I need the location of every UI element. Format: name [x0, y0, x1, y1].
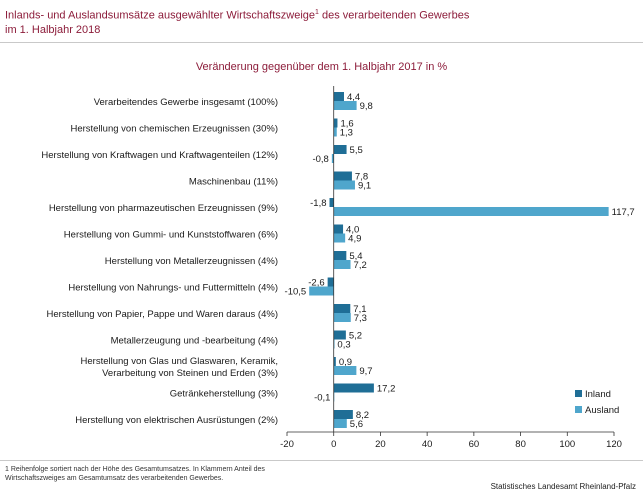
bar-inland [333, 145, 347, 154]
top-rule [0, 42, 643, 43]
data-label: 9,8 [360, 101, 373, 112]
data-label: 7,8 [355, 172, 368, 183]
legend-swatch-ausland [575, 406, 582, 413]
category-label: Herstellung von pharmazeutischen Erzeugn… [49, 203, 278, 214]
bar-ausland [333, 313, 351, 322]
category-label: Herstellung von Metallerzeugnissen (4%) [105, 256, 278, 267]
bar-inland [333, 330, 346, 340]
bar-inland [329, 198, 334, 207]
bar-ausland [333, 260, 351, 269]
chart-subtitle: Veränderung gegenüber dem 1. Halbjahr 20… [195, 61, 448, 73]
data-label: -2,6 [308, 278, 324, 289]
category-label: Getränkeherstellung (3%) [170, 389, 278, 400]
data-label: 0,9 [339, 357, 352, 368]
data-label: 117,7 [612, 207, 635, 218]
data-label: 7,3 [354, 313, 367, 324]
x-tick-label: 0 [331, 439, 336, 450]
bar-inland [333, 251, 347, 260]
data-label: 4,4 [347, 92, 360, 103]
title-line-2: im 1. Halbjahr 2018 [5, 23, 101, 36]
data-label: 7,2 [354, 260, 367, 271]
bar-ausland [333, 233, 346, 243]
bar-inland [333, 224, 344, 234]
category-label: Maschinenbau (11%) [189, 177, 278, 188]
legend-label-inland: Inland [585, 389, 611, 400]
data-label: 5,6 [350, 419, 363, 430]
data-label: -10,5 [285, 287, 307, 298]
legend-swatch-inland [575, 390, 582, 397]
data-label: 5,2 [349, 331, 362, 342]
bar-inland [333, 92, 344, 101]
data-label: 1,3 [340, 128, 353, 139]
bar-ausland [333, 366, 357, 375]
bar-inland [333, 357, 336, 366]
data-label: 5,5 [350, 145, 363, 156]
bar-ausland [333, 180, 355, 190]
data-label: 9,1 [358, 181, 371, 192]
category-label: Herstellung von chemischen Erzeugnissen … [70, 124, 278, 135]
bar-inland [333, 383, 374, 393]
data-label: 8,2 [356, 410, 369, 421]
source-credit: Statistisches Landesamt Rheinland-Pfalz [490, 482, 636, 491]
category-label: Herstellung von Glas und Glaswaren, Kera… [81, 356, 278, 367]
data-label: 4,9 [348, 234, 361, 245]
x-tick-label: 60 [469, 439, 480, 450]
category-label: Metallerzeugung und -bearbeitung (4%) [111, 336, 278, 347]
bar-inland [333, 118, 338, 128]
bar-inland [333, 410, 353, 419]
data-label: 4,0 [346, 225, 359, 236]
category-label: Herstellung von Kraftwagen und Kraftwage… [41, 150, 278, 161]
category-label: Verarbeitendes Gewerbe insgesamt (100%) [94, 97, 278, 108]
data-label: -0,1 [314, 393, 330, 404]
bar-inland [327, 277, 334, 287]
x-tick-label: -20 [280, 439, 294, 450]
x-tick-label: 80 [515, 439, 526, 450]
bar-inland [333, 171, 352, 181]
x-tick-label: 100 [559, 439, 575, 450]
data-label: -1,8 [310, 198, 326, 209]
category-label: Herstellung von elektrischen Ausrüstunge… [75, 415, 278, 426]
chart-title: Inlands- und Auslandsumsätze ausgewählte… [5, 6, 605, 37]
data-label: 7,1 [353, 304, 366, 315]
data-label: 0,3 [337, 340, 350, 351]
bar-ausland [333, 127, 337, 137]
data-label: 1,6 [340, 119, 353, 130]
bar-ausland [333, 419, 347, 428]
category-label: Verarbeitung von Steinen und Erden (3%) [102, 368, 278, 379]
bar-ausland [333, 101, 357, 110]
category-label: Herstellung von Gummi- und Kunststoffwar… [64, 230, 278, 241]
title-line-1: Inlands- und Auslandsumsätze ausgewählte… [5, 9, 315, 22]
bottom-rule [0, 460, 643, 461]
bar-ausland [331, 154, 334, 163]
title-line-1-end: des verarbeitenden Gewerbes [318, 9, 470, 22]
bar-ausland [309, 286, 334, 296]
bar-inland [333, 304, 351, 313]
footnote: 1 Reihenfolge sortiert nach der Höhe des… [5, 466, 265, 482]
data-label: 17,2 [377, 384, 396, 395]
data-label: 9,7 [359, 366, 372, 377]
title-footnote-marker: 1 [315, 9, 319, 16]
x-tick-label: 40 [422, 439, 433, 450]
legend-label-ausland: Ausland [585, 405, 619, 416]
bar-ausland [333, 207, 609, 216]
data-label: 5,4 [349, 251, 362, 262]
category-label: Herstellung von Nahrungs- und Futtermitt… [68, 283, 278, 294]
x-tick-label: 120 [606, 439, 622, 450]
data-label: -0,8 [312, 154, 328, 165]
x-tick-label: 20 [375, 439, 386, 450]
category-label: Herstellung von Papier, Pappe und Waren … [47, 309, 278, 320]
